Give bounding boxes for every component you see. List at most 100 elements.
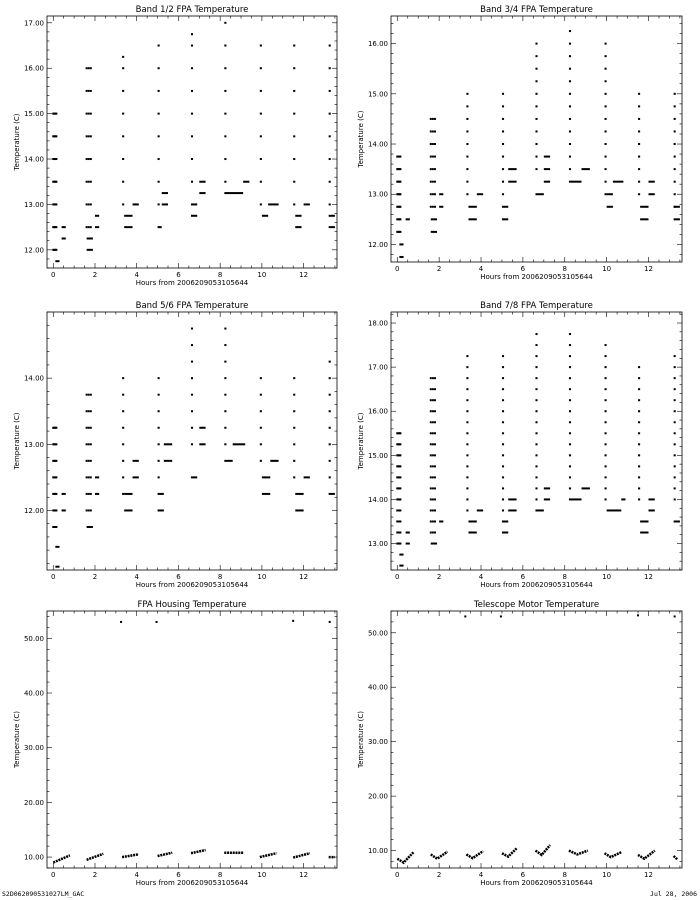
data-point — [398, 193, 401, 196]
data-point — [52, 135, 55, 138]
x-tick-label: 6 — [176, 271, 181, 279]
data-point-run — [161, 192, 169, 195]
data-point — [53, 248, 56, 251]
data-point-run — [466, 410, 469, 413]
data-point-run — [508, 180, 517, 183]
data-point-run — [568, 410, 572, 413]
data-point — [87, 112, 90, 115]
data-point-run — [621, 498, 626, 501]
data-point — [55, 426, 58, 429]
data-point — [433, 421, 436, 424]
data-point-run — [535, 55, 538, 58]
data-point — [397, 520, 400, 523]
data-point-run — [122, 476, 125, 479]
data-point-run — [501, 155, 505, 158]
data-point-run — [190, 203, 198, 206]
data-point-run — [190, 344, 194, 347]
data-point-run — [55, 260, 60, 263]
data-point-run — [535, 117, 538, 120]
data-point-run — [638, 377, 641, 380]
data-point-run — [466, 105, 469, 108]
data-point-run — [190, 89, 194, 92]
data-point — [431, 143, 434, 146]
data-point-run — [224, 192, 244, 195]
data-point-run — [638, 465, 641, 468]
data-point — [429, 377, 432, 380]
data-point-run — [466, 399, 469, 402]
data-point — [429, 454, 432, 457]
data-point-run — [430, 542, 438, 545]
data-point-spike — [499, 615, 502, 618]
data-point-run — [399, 553, 404, 556]
data-point-run — [508, 498, 517, 501]
data-point-run — [224, 327, 227, 330]
data-point-run — [604, 410, 607, 413]
data-point — [52, 443, 55, 446]
data-point — [52, 459, 55, 462]
data-trace — [465, 850, 484, 860]
data-point — [87, 509, 90, 512]
data-point — [54, 135, 57, 138]
data-point — [429, 476, 432, 479]
data-point-run — [508, 509, 517, 512]
data-point — [396, 168, 399, 171]
data-point-run — [124, 214, 133, 217]
data-point-run — [270, 459, 279, 462]
data-point-run — [122, 459, 125, 462]
data-point-run — [259, 89, 262, 92]
data-point-run — [604, 476, 607, 479]
data-point — [87, 135, 90, 138]
data-point-run — [94, 226, 100, 229]
data-point — [53, 203, 56, 206]
data-point — [399, 454, 402, 457]
data-point-run — [466, 168, 469, 171]
data-point-run — [163, 459, 173, 462]
data-point-run — [293, 377, 296, 380]
data-point-run — [232, 443, 246, 446]
data-trace — [637, 849, 656, 861]
x-tick-label: 10 — [602, 265, 611, 273]
data-points — [52, 21, 335, 263]
y-axis-label: Temperature (C) — [13, 711, 21, 769]
data-point-run — [604, 168, 607, 171]
data-point-run — [259, 203, 262, 206]
chart-title: Band 7/8 FPA Temperature — [480, 301, 593, 311]
chart-title: Band 1/2 FPA Temperature — [136, 5, 249, 15]
chart-panel-4: Band 7/8 FPA Temperature Hours from 20062… — [357, 301, 683, 589]
data-point — [433, 399, 436, 402]
data-point — [53, 492, 56, 495]
data-point-run — [535, 130, 538, 133]
data-point — [396, 498, 399, 501]
data-point-run — [501, 498, 505, 501]
data-point — [52, 426, 55, 429]
data-point-run — [259, 135, 262, 138]
data-point-run — [501, 432, 505, 435]
data-point-run — [466, 498, 469, 501]
data-point — [53, 158, 56, 161]
data-point — [54, 112, 57, 115]
data-point — [397, 509, 400, 512]
data-point — [55, 180, 58, 183]
data-point-run — [293, 67, 296, 70]
data-point — [89, 89, 92, 92]
data-point-run — [673, 399, 676, 402]
data-point — [433, 487, 436, 490]
data-point-run — [535, 155, 538, 158]
data-point-run — [604, 117, 607, 120]
data-point-run — [122, 203, 125, 206]
x-axis-label: Hours from 2006209053105644 — [480, 581, 593, 589]
x-tick-label: 12 — [644, 871, 653, 879]
data-point — [431, 180, 434, 183]
data-point — [54, 203, 57, 206]
x-tick-label: 8 — [218, 573, 222, 581]
plot-frame — [46, 311, 338, 571]
data-point — [398, 531, 401, 534]
x-tick-label: 0 — [395, 871, 399, 879]
data-point — [397, 476, 400, 479]
data-point-run — [328, 203, 331, 206]
data-point-run — [293, 180, 296, 183]
data-point-run — [328, 112, 331, 115]
data-point — [431, 117, 434, 120]
data-point-run — [543, 155, 551, 158]
data-point-run — [568, 55, 572, 58]
